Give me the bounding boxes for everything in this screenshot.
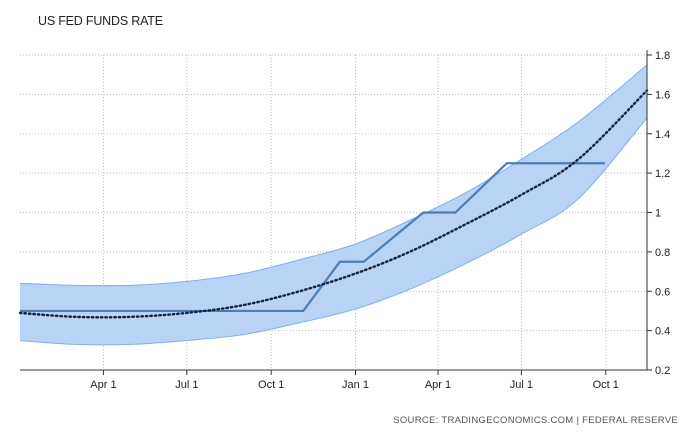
source-note: SOURCE: TRADINGECONOMICS.COM | FEDERAL R… [393,415,678,426]
x-tick-label: Apr 1 [425,379,451,391]
forecast-band-area [20,64,647,345]
trend-dotted-line [18,89,649,319]
forecast-band-lower-edge [19,117,648,346]
forecast-band-upper-edge [19,64,648,287]
x-tick-labels: Apr 1 Jul 1 Oct 1 Jan 1 Apr 1 Jul 1 Oct 1 [90,379,619,391]
y-tick-label: 0.6 [655,286,670,298]
y-tick-label: 1.8 [655,50,670,62]
y-tick-label: 1.2 [655,168,670,180]
x-tick-label: Jul 1 [510,379,533,391]
x-tick-label: Apr 1 [90,379,116,391]
chart-title: US FED FUNDS RATE [38,14,163,28]
y-tick-label: 1.6 [655,89,670,101]
y-tick-label: 0.4 [655,326,670,338]
x-tick-label: Jul 1 [175,379,198,391]
x-tick-label: Jan 1 [342,379,369,391]
series-lines [18,89,649,319]
y-tick-label: 1.4 [655,129,670,141]
x-tick-label: Oct 1 [593,379,619,391]
x-tick-label: Oct 1 [258,379,284,391]
y-tick-label: 1 [655,208,661,220]
y-tick-label: 0.8 [655,247,670,259]
y-tick-label: 0.2 [655,365,670,377]
forecast-band [19,64,648,346]
axes [20,50,652,375]
y-tick-labels: 0.2 0.4 0.6 0.8 1 1.2 1.4 1.6 1.8 [655,50,670,377]
fed-funds-rate-line [20,162,605,313]
